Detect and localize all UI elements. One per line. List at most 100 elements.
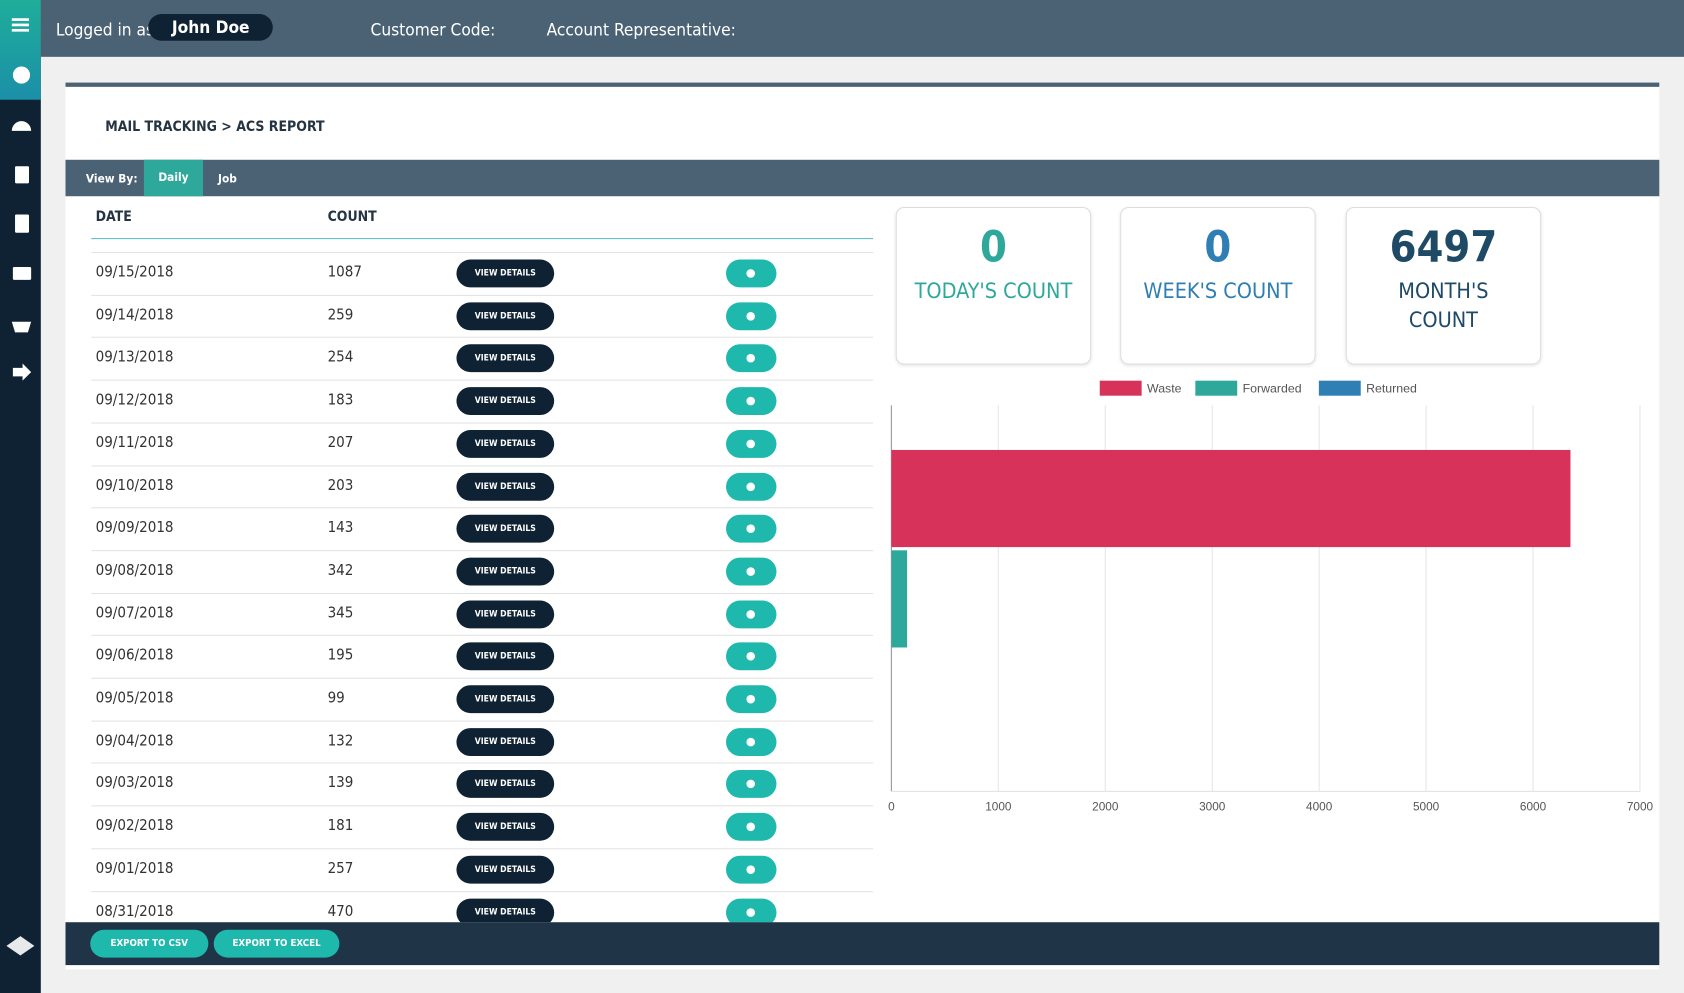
row-line (91, 677, 874, 679)
top-bar: Logged in as: John Doe Customer Code: Ac… (40, 0, 1684, 57)
row-line (91, 805, 874, 807)
view-details-button[interactable]: VIEW DETAILS (456, 600, 555, 628)
view-details-button[interactable]: VIEW DETAILS (456, 770, 555, 799)
x-tick-label: 0 (888, 800, 895, 814)
legend-label: Forwarded (1243, 381, 1302, 395)
row-line (91, 762, 874, 764)
count-cell: 259 (327, 306, 354, 324)
expand-button[interactable] (726, 727, 777, 756)
date-cell: 09/14/2018 (95, 306, 174, 324)
account-rep-label: Account Representative: (546, 19, 736, 40)
count-cell: 470 (327, 902, 354, 920)
x-tick-label: 6000 (1520, 800, 1547, 814)
data-table: DATE COUNT 09/15/2018 1087 VIEW DETAILS 09/14… (66, 196, 874, 923)
customer-code-label: Customer Code: (370, 19, 496, 40)
legend-swatch (1099, 380, 1142, 396)
x-tick-label: 3000 (1199, 800, 1226, 814)
expand-button[interactable] (726, 600, 777, 628)
count-cell: 203 (327, 476, 354, 494)
view-details-button[interactable]: VIEW DETAILS (456, 557, 555, 586)
count-cell: 195 (327, 646, 354, 665)
view-details-button[interactable]: VIEW DETAILS (456, 812, 555, 841)
stat-label: WEEK'S COUNT (1143, 277, 1293, 304)
row-line (91, 848, 874, 850)
count-cell: 181 (327, 817, 354, 835)
count-cell: 345 (327, 604, 354, 622)
row-line (91, 592, 874, 594)
count-cell: 139 (327, 774, 354, 792)
legend-swatch (1318, 380, 1361, 396)
expand-button[interactable] (726, 642, 777, 671)
expand-button[interactable] (726, 302, 777, 330)
expand-button[interactable] (726, 812, 777, 841)
export-csv-button[interactable]: EXPORT TO CSV (90, 929, 209, 958)
view-details-button[interactable]: VIEW DETAILS (456, 898, 555, 923)
export-excel-button[interactable]: EXPORT TO EXCEL (213, 929, 340, 958)
count-cell: 99 (327, 689, 345, 707)
sidebar (0, 0, 41, 993)
count-cell: 257 (327, 859, 354, 877)
logged-in-label: Logged in as: (55, 19, 160, 40)
tab-job[interactable]: Job (218, 171, 237, 186)
view-details-button[interactable]: VIEW DETAILS (456, 855, 555, 884)
header-line (91, 238, 874, 240)
column-header: DATE (95, 209, 132, 226)
expand-button[interactable] (726, 557, 777, 586)
row-line (91, 379, 874, 381)
content-panel: MAIL TRACKING > ACS REPORT View By: Dail… (65, 82, 1660, 970)
user-name[interactable]: John Doe (148, 13, 274, 41)
view-details-button[interactable]: VIEW DETAILS (456, 685, 555, 714)
view-details-button[interactable]: VIEW DETAILS (456, 514, 555, 543)
count-cell: 207 (327, 434, 354, 452)
row-line (91, 252, 874, 254)
date-cell: 09/12/2018 (95, 391, 174, 409)
tab-daily[interactable]: Daily (143, 159, 203, 197)
view-details-button[interactable]: VIEW DETAILS (456, 642, 555, 671)
row-line (91, 635, 874, 637)
date-cell: 09/10/2018 (95, 476, 174, 494)
legend-label: Returned (1366, 381, 1417, 395)
stat-label: MONTH'S COUNT (1398, 277, 1489, 333)
date-cell: 09/05/2018 (95, 689, 174, 707)
view-details-button[interactable]: VIEW DETAILS (456, 387, 555, 416)
footer-bar: EXPORT TO CSV EXPORT TO EXCEL (65, 922, 1660, 966)
x-tick-label: 2000 (1092, 800, 1119, 814)
expand-button[interactable] (726, 855, 777, 884)
row-line (91, 294, 874, 296)
view-details-button[interactable]: VIEW DETAILS (456, 472, 555, 501)
expand-button[interactable] (726, 387, 777, 416)
expand-button[interactable] (726, 514, 777, 543)
stat-value: 0 (1204, 223, 1232, 273)
stat-card: 6497 MONTH'S COUNT (1345, 206, 1542, 365)
date-cell: 09/06/2018 (95, 646, 174, 665)
date-cell: 09/02/2018 (95, 817, 174, 835)
row-line (91, 507, 874, 509)
expand-button[interactable] (726, 344, 777, 373)
date-cell: 09/13/2018 (95, 348, 174, 367)
count-cell: 254 (327, 348, 354, 367)
view-by-bar: View By: Daily Job (65, 159, 1660, 197)
row-line (91, 890, 874, 892)
expand-button[interactable] (726, 685, 777, 714)
view-details-button[interactable]: VIEW DETAILS (456, 259, 555, 288)
view-details-button[interactable]: VIEW DETAILS (456, 727, 555, 756)
view-details-button[interactable]: VIEW DETAILS (456, 429, 555, 458)
view-by-label: View By: (85, 171, 138, 186)
date-cell: 09/03/2018 (95, 774, 174, 792)
expand-button[interactable] (726, 472, 777, 501)
expand-button[interactable] (726, 898, 777, 923)
stat-value: 0 (979, 223, 1007, 273)
bar (891, 550, 908, 648)
column-header: COUNT (327, 209, 377, 226)
view-details-button[interactable]: VIEW DETAILS (456, 344, 555, 373)
expand-button[interactable] (726, 429, 777, 458)
expand-button[interactable] (726, 770, 777, 799)
expand-button[interactable] (726, 259, 777, 288)
date-cell: 09/04/2018 (95, 732, 174, 750)
date-cell: 09/09/2018 (95, 519, 174, 537)
x-tick-label: 7000 (1627, 800, 1654, 814)
view-details-button[interactable]: VIEW DETAILS (456, 302, 555, 330)
count-cell: 143 (327, 519, 354, 537)
chart: 0 1000 2000 3000 4000 5000 6000 7000 Waste Forwar… (888, 380, 1654, 814)
